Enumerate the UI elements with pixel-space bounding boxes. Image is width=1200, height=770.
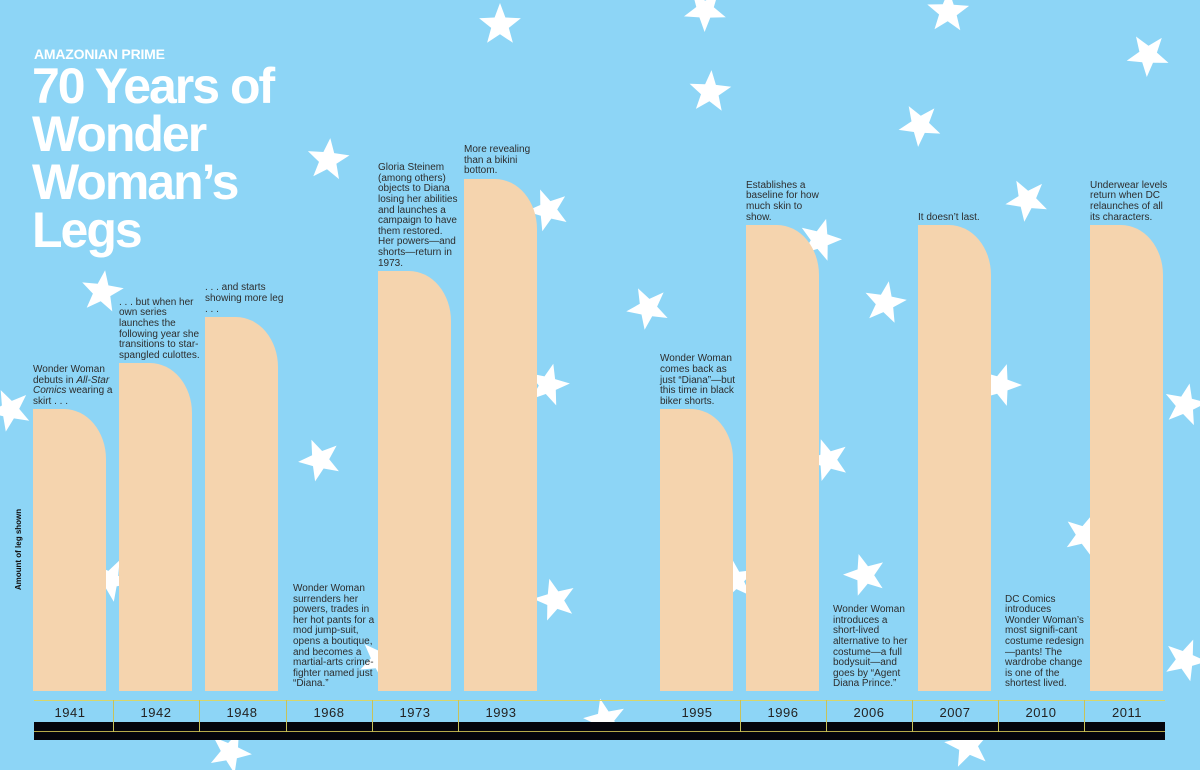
star-icon — [713, 558, 755, 600]
axis-tick — [199, 700, 200, 732]
bar-2011 — [1090, 225, 1163, 691]
kicker-label: AMAZONIAN PRIME — [34, 46, 165, 62]
x-tick-label: 1973 — [399, 705, 431, 720]
star-icon — [82, 270, 124, 312]
axis-tick — [826, 700, 827, 732]
axis-tick — [372, 700, 373, 732]
title-line: Legs — [32, 202, 143, 258]
annotation-2010: DC Comics introduces Wonder Woman’s most… — [1005, 593, 1084, 690]
x-tick-label: 2010 — [1025, 705, 1057, 720]
annotation-2007: It doesn’t last. — [918, 211, 980, 223]
x-tick-label: 1996 — [767, 705, 799, 720]
star-icon — [689, 70, 732, 111]
star-icon — [1126, 36, 1169, 77]
annotation-1995: Wonder Woman comes back as just “Diana”—… — [660, 353, 736, 407]
annotation-1968: Wonder Woman surrenders her powers, trad… — [293, 583, 375, 690]
axis-tick — [998, 700, 999, 732]
x-tick-label: 1948 — [226, 705, 258, 720]
bar-1993 — [464, 179, 537, 691]
star-icon — [210, 731, 252, 770]
star-icon — [529, 363, 570, 406]
y-axis-label: Amount of leg shown — [14, 508, 24, 591]
star-icon — [0, 390, 30, 432]
star-icon — [1005, 180, 1047, 222]
bar-1942 — [119, 363, 192, 691]
chart-title: 70 Years of Wonder Woman’s Legs — [32, 58, 332, 258]
bar-1948 — [205, 317, 278, 691]
star-icon — [927, 0, 970, 31]
annotation-1973: Gloria Steinem (among others) objects to… — [378, 162, 458, 269]
star-icon — [684, 0, 726, 32]
title-line: 70 Years of — [32, 58, 275, 114]
x-tick-label: 1942 — [140, 705, 172, 720]
annotation-2011: Underwear levels return when DC relaunch… — [1090, 179, 1168, 223]
star-icon — [626, 288, 668, 330]
annotation-1942: . . . but when her own series launches t… — [119, 296, 200, 361]
axis-tick — [740, 700, 741, 732]
star-icon — [1165, 383, 1200, 426]
star-icon — [865, 281, 907, 323]
bar-1996 — [746, 225, 819, 691]
star-icon — [526, 189, 567, 232]
bar-1973 — [378, 271, 451, 691]
annotation-1948: . . . and starts showing more leg . . . — [205, 282, 284, 315]
x-tick-label: 2007 — [939, 705, 971, 720]
annotation-1996: Establishes a baseline for how much skin… — [746, 179, 819, 223]
annotation-1993: More revealing than a bikini bottom. — [464, 144, 531, 177]
axis-tick — [1084, 700, 1085, 732]
x-tick-label: 1995 — [681, 705, 713, 720]
star-icon — [944, 721, 989, 767]
x-tick-label: 1941 — [54, 705, 86, 720]
bar-2007 — [918, 225, 991, 691]
axis-tick — [912, 700, 913, 732]
star-icon — [479, 3, 521, 43]
star-icon — [806, 439, 846, 481]
x-tick-label: 1968 — [313, 705, 345, 720]
star-icon — [307, 138, 350, 180]
annotation-1941: Wonder Woman debuts in All-Star Comics w… — [33, 364, 113, 407]
axis-tick — [286, 700, 287, 732]
star-icon — [898, 106, 941, 147]
x-tick-label: 1993 — [485, 705, 517, 720]
x-tick-label: 2011 — [1112, 705, 1142, 720]
axis-tick — [458, 700, 459, 732]
star-icon — [1166, 639, 1200, 682]
star-icon — [982, 364, 1022, 406]
timeline-rule — [34, 731, 1165, 732]
star-icon — [843, 554, 883, 596]
axis-tick — [113, 700, 114, 732]
annotation-2006: Wonder Woman introduces a short-lived al… — [833, 604, 908, 690]
x-tick-label: 2006 — [853, 705, 885, 720]
title-line: Wonder — [32, 106, 207, 162]
axis-line — [34, 700, 1165, 701]
star-icon — [1066, 514, 1107, 557]
bar-1995 — [660, 409, 733, 691]
title-line: Woman’s — [32, 154, 239, 210]
star-icon — [298, 439, 339, 482]
bar-1941 — [33, 409, 106, 691]
star-icon — [533, 578, 574, 621]
